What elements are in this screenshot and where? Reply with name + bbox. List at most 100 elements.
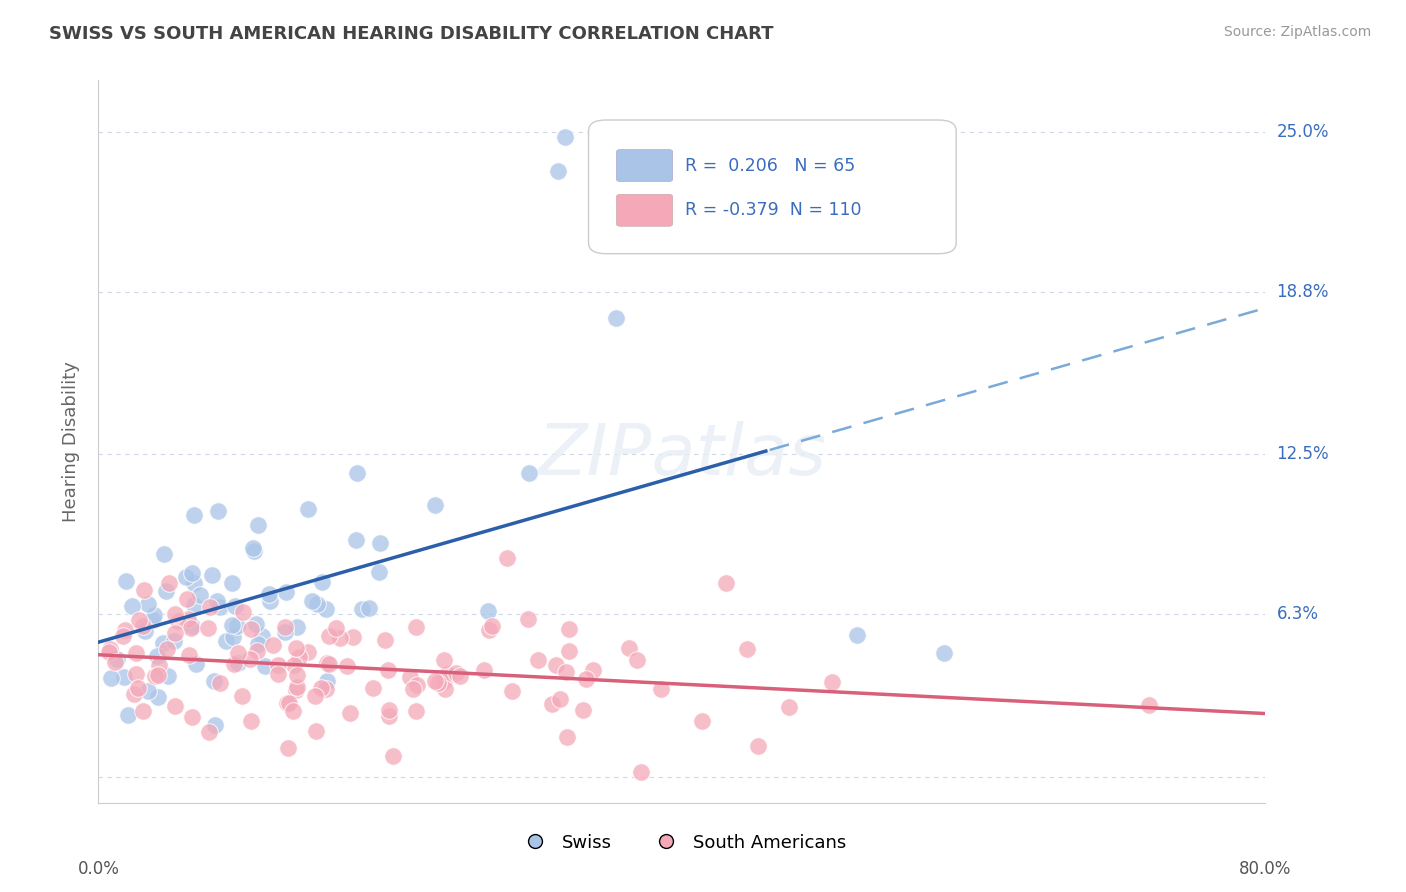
Text: 12.5%: 12.5% xyxy=(1277,445,1329,464)
Point xyxy=(381,748,404,763)
Point xyxy=(311,574,333,589)
Point xyxy=(555,665,578,680)
Point xyxy=(444,665,467,680)
Point xyxy=(517,466,540,480)
Point xyxy=(121,599,143,614)
Point xyxy=(274,620,297,634)
Point xyxy=(934,646,956,660)
Point xyxy=(146,668,169,682)
Point xyxy=(142,613,165,627)
Text: 0.0%: 0.0% xyxy=(77,860,120,878)
Point xyxy=(274,625,297,640)
Point xyxy=(285,620,308,634)
Point xyxy=(284,640,307,655)
Point xyxy=(315,602,337,616)
Point xyxy=(262,638,284,652)
Point xyxy=(425,498,447,512)
Point xyxy=(346,466,368,480)
Point xyxy=(153,547,176,561)
Point xyxy=(368,566,391,580)
Point xyxy=(231,690,253,704)
Point xyxy=(527,653,550,667)
Point xyxy=(242,541,264,556)
Point xyxy=(181,710,204,724)
Point xyxy=(267,667,290,681)
Point xyxy=(209,600,232,615)
Point xyxy=(112,629,135,643)
Point xyxy=(259,594,281,608)
Point xyxy=(325,621,347,635)
Point xyxy=(617,641,640,656)
Point xyxy=(423,674,446,689)
Point xyxy=(197,621,219,635)
Text: R =  0.206   N = 65: R = 0.206 N = 65 xyxy=(685,156,856,175)
Point xyxy=(406,677,429,691)
Point xyxy=(481,619,503,633)
Point xyxy=(257,587,280,601)
Point xyxy=(477,604,499,618)
Point xyxy=(283,658,305,673)
Point xyxy=(558,644,581,658)
Point xyxy=(277,741,299,756)
Point xyxy=(250,629,273,643)
Point xyxy=(544,658,567,673)
Point xyxy=(540,697,562,711)
Text: Source: ZipAtlas.com: Source: ZipAtlas.com xyxy=(1223,25,1371,39)
Point xyxy=(558,623,581,637)
Point xyxy=(224,599,246,613)
FancyBboxPatch shape xyxy=(617,194,672,227)
FancyBboxPatch shape xyxy=(589,120,956,253)
Point xyxy=(329,632,352,646)
Point xyxy=(183,576,205,591)
Point xyxy=(267,658,290,673)
Point xyxy=(148,657,170,672)
Point xyxy=(304,689,326,703)
Point xyxy=(287,649,309,664)
Point xyxy=(630,764,652,779)
Point xyxy=(305,724,328,739)
Point xyxy=(132,619,155,633)
Point xyxy=(284,683,307,698)
Point xyxy=(215,634,238,648)
Point xyxy=(224,657,246,671)
Point xyxy=(336,658,359,673)
FancyBboxPatch shape xyxy=(617,150,672,181)
Point xyxy=(97,645,120,659)
Point xyxy=(277,696,299,710)
Point xyxy=(297,501,319,516)
Point xyxy=(174,570,197,584)
Point xyxy=(357,601,380,615)
Point xyxy=(246,637,269,651)
Point xyxy=(176,592,198,607)
Point xyxy=(134,624,156,638)
Point xyxy=(221,630,243,644)
Point xyxy=(98,642,121,657)
Point xyxy=(605,310,627,325)
Point xyxy=(167,615,190,629)
Point xyxy=(399,669,422,683)
Point xyxy=(183,508,205,523)
Point xyxy=(318,629,340,643)
Point xyxy=(714,576,737,591)
Point xyxy=(177,612,200,626)
Point xyxy=(198,600,221,615)
Point xyxy=(247,518,270,533)
Point xyxy=(377,663,399,677)
Point xyxy=(239,652,262,666)
Point xyxy=(226,657,249,671)
Point xyxy=(198,725,221,739)
Point xyxy=(226,619,249,633)
Point xyxy=(152,636,174,650)
Point xyxy=(157,669,180,683)
Point xyxy=(374,633,396,648)
Point xyxy=(136,684,159,698)
Point xyxy=(207,504,229,518)
Point xyxy=(735,642,758,657)
Point xyxy=(821,675,844,690)
Point xyxy=(243,544,266,558)
Point xyxy=(146,648,169,663)
Point xyxy=(122,687,145,701)
Point xyxy=(478,623,501,637)
Point xyxy=(361,681,384,695)
Point xyxy=(582,663,605,677)
